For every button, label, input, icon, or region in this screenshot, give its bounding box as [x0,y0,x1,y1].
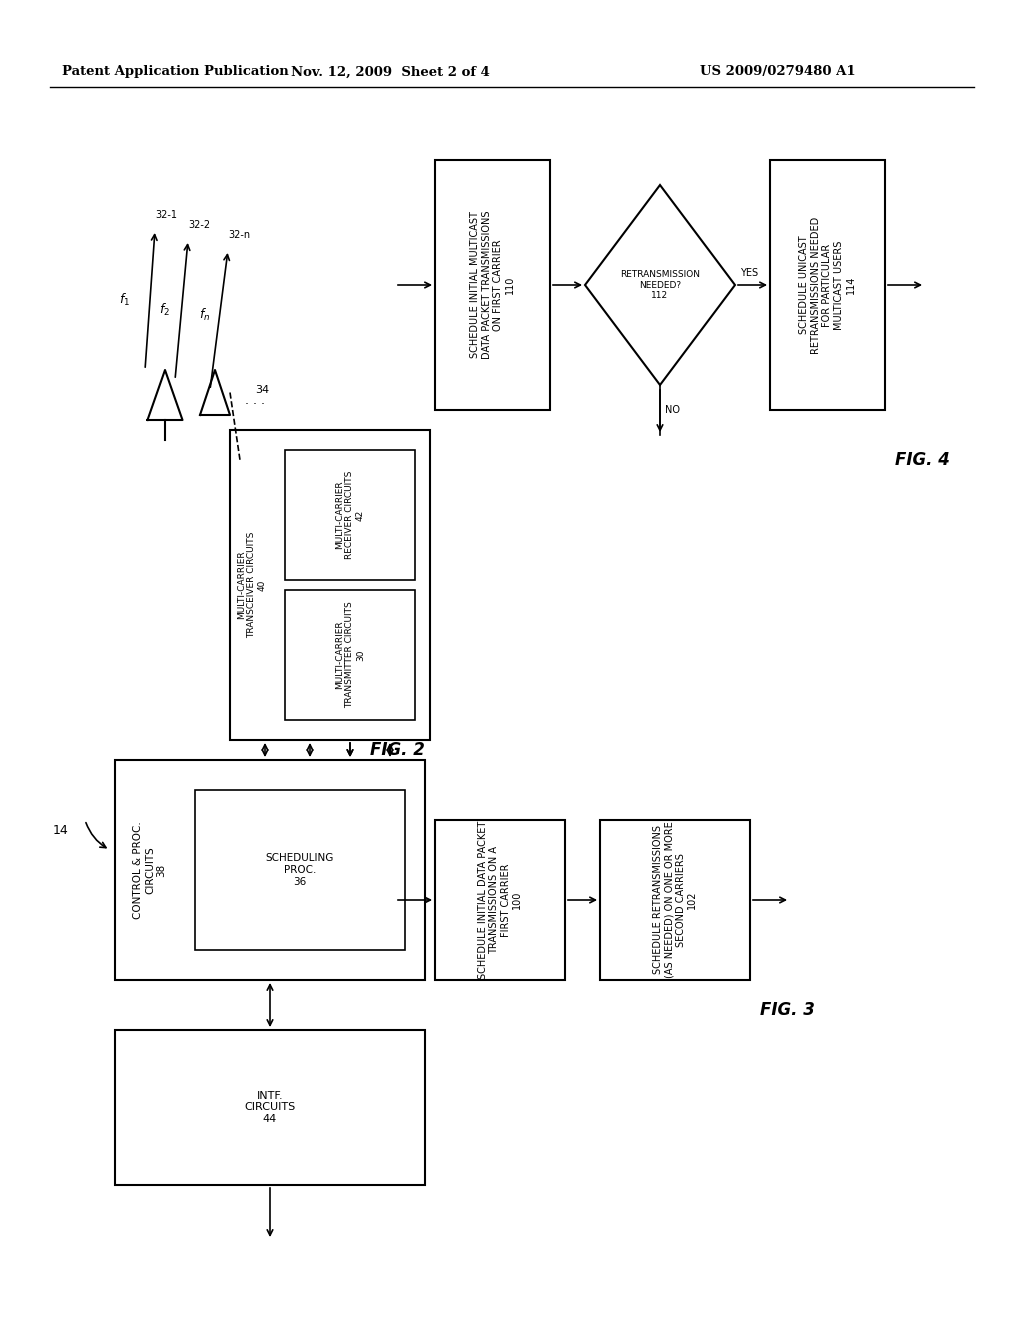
Bar [435,160,550,411]
Bar [435,820,565,979]
Bar [600,820,750,979]
Text: FIG. 4: FIG. 4 [895,451,950,469]
Text: 14: 14 [52,824,68,837]
Text: YES: YES [740,268,758,279]
Polygon shape [585,185,735,385]
Text: Nov. 12, 2009  Sheet 2 of 4: Nov. 12, 2009 Sheet 2 of 4 [291,66,489,78]
Bar [770,160,885,411]
Text: SCHEDULE INITIAL DATA PACKET
TRANSMISSIONS ON A
FIRST CARRIER
100: SCHEDULE INITIAL DATA PACKET TRANSMISSIO… [477,821,522,979]
Text: FIG. 3: FIG. 3 [760,1001,815,1019]
Text: . . .: . . . [245,393,265,407]
Text: 34: 34 [255,385,269,395]
Text: FIG. 2: FIG. 2 [370,741,425,759]
Text: 32-2: 32-2 [188,220,210,230]
Text: 32-n: 32-n [228,230,250,240]
Text: INTF.
CIRCUITS
44: INTF. CIRCUITS 44 [245,1090,296,1125]
Bar [285,590,415,719]
Text: RETRANSMISSION
NEEDED?
112: RETRANSMISSION NEEDED? 112 [620,271,700,300]
Text: SCHEDULE UNICAST
RETRANSMISSIONS NEEDED
FOR PARTICULAR
MULTICAST USERS
114: SCHEDULE UNICAST RETRANSMISSIONS NEEDED … [800,216,856,354]
Bar [115,760,425,979]
Text: 32-1: 32-1 [155,210,177,220]
Text: $f_n$: $f_n$ [199,308,210,323]
Text: SCHEDULE RETRANSMISSIONS
(AS NEEDED) ON ONE OR MORE
SECOND CARRIERS
102: SCHEDULE RETRANSMISSIONS (AS NEEDED) ON … [652,821,697,978]
Text: SCHEDULING
PROC.
36: SCHEDULING PROC. 36 [266,854,334,887]
Text: MULTI-CARRIER
TRANSCEIVER CIRCUITS
40: MULTI-CARRIER TRANSCEIVER CIRCUITS 40 [238,532,267,638]
Text: SCHEDULE INITIAL MULTICAST
DATA PACKET TRANSMISSIONS
ON FIRST CARRIER
110: SCHEDULE INITIAL MULTICAST DATA PACKET T… [470,211,515,359]
Text: US 2009/0279480 A1: US 2009/0279480 A1 [700,66,856,78]
Text: MULTI-CARRIER
TRANSMITTER CIRCUITS
30: MULTI-CARRIER TRANSMITTER CIRCUITS 30 [335,602,365,709]
Text: Patent Application Publication: Patent Application Publication [62,66,289,78]
Text: NO: NO [665,405,680,414]
Text: $f_1$: $f_1$ [119,292,130,308]
Text: CONTROL & PROC.
CIRCUITS
38: CONTROL & PROC. CIRCUITS 38 [133,821,167,919]
Bar [115,1030,425,1185]
Bar [285,450,415,579]
Bar [230,430,430,741]
Text: MULTI-CARRIER
RECEIVER CIRCUITS
42: MULTI-CARRIER RECEIVER CIRCUITS 42 [335,471,365,560]
Bar [195,789,406,950]
Text: $f_2$: $f_2$ [159,302,170,318]
